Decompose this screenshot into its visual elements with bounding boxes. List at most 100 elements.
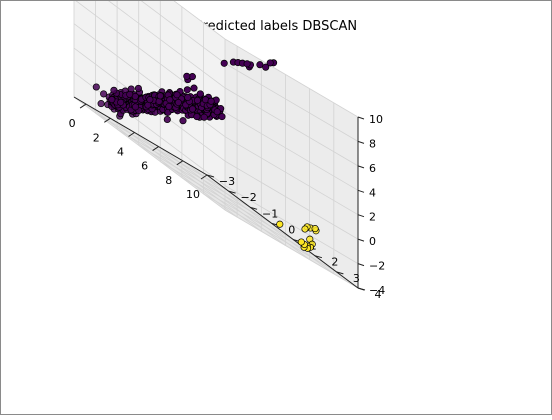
scatter-point-cluster-0 [117,98,125,106]
scatter-point-cluster-0 [174,98,182,107]
scatter-point-cluster-0 [156,92,164,100]
x-tick-label: 0 [69,117,76,130]
y-tick-mark [314,255,323,259]
scatter-point-cluster-0 [190,84,198,92]
x-tick-mark [79,103,87,109]
grid-line-z-back [224,160,359,240]
scatter-point-cluster-0 [193,96,202,104]
grid-line-z-back [224,63,359,142]
scatter-point-cluster-1 [297,238,305,246]
y-tick-mark [206,174,215,178]
scatter-point-cluster-0 [256,61,264,69]
grid-line-x-floor [110,117,262,232]
y-tick-mark [336,271,344,275]
z-tick-label: −4 [369,284,385,297]
x-tick-label: 2 [93,131,100,144]
x-tick-label: 6 [141,160,148,173]
scatter-point-cluster-0 [100,90,108,98]
scatter-point-cluster-0 [97,100,105,108]
z-tick-mark [357,116,365,120]
grid-line-z-back [224,111,359,191]
z-tick-mark [357,165,365,169]
z-tick-label: 2 [369,211,376,224]
scatter-points [92,58,320,252]
scatter-point-cluster-1 [301,225,309,233]
grid-line-y-floor [95,112,229,192]
grid-line-z-back [224,87,359,167]
scatter-point-cluster-0 [92,83,100,91]
x-tick-label: 8 [165,174,172,187]
grid-line-y-floor [138,145,272,224]
grid-line-y-floor [116,128,251,208]
grid-line-z-back [224,38,359,118]
x-tick-mark [152,146,159,152]
grid-line-z-left [73,96,226,211]
y-tick-mark [249,206,258,210]
scatter-point-cluster-0 [134,84,142,92]
z-tick-mark [357,214,365,218]
grid-line-z-left [172,0,226,40]
y-tick-label: −2 [240,191,256,204]
z-tick-label: 4 [369,186,376,199]
x-tick-label: 10 [186,188,200,201]
scatter-point-cluster-0 [146,96,154,104]
grid-line-y-floor [160,161,294,240]
z-tick-mark [357,287,365,291]
scatter-point-cluster-0 [193,113,201,121]
scatter-point-cluster-0 [131,103,140,111]
grid-line-z-back [224,185,359,264]
y-tick-label: 3 [353,272,360,285]
grid-line-z-left [73,72,226,186]
scatter-point-cluster-0 [266,59,274,67]
scatter-point-cluster-0 [196,90,204,98]
scatter-point-cluster-0 [110,86,118,94]
scatter-point-cluster-1 [311,225,319,233]
z-tick-mark [357,189,365,193]
scatter-point-cluster-0 [183,72,191,80]
grid-line-x-floor [158,146,310,260]
x-tick-mark [200,174,208,180]
grid-line-x-floor [182,160,335,275]
grid-line-z-left [106,0,226,89]
x-axis-line [73,96,208,176]
chart-title: Predicted labels DBSCAN [195,19,357,34]
grid-line-z-left [139,0,226,64]
scatter-point-cluster-0 [108,96,116,104]
scatter-point-cluster-0 [207,97,215,105]
scatter-point-cluster-0 [243,60,251,68]
grid-line-y-floor [181,177,316,257]
x-tick-mark [104,117,111,123]
scatter-point-cluster-0 [183,86,191,94]
scatter-point-cluster-1 [276,220,284,228]
y-tick-label: 2 [331,256,338,269]
grid-line-y-floor [203,193,337,273]
x-tick-mark [176,160,184,166]
z-tick-mark [357,263,365,267]
scatter-point-cluster-0 [262,63,270,71]
grid-line-x-floor [85,103,238,218]
y-tick-label: 4 [375,288,382,301]
scatter-point-cluster-0 [173,91,181,99]
scatter-point-cluster-0 [218,113,226,121]
z-tick-label: 10 [369,113,383,126]
grid-line-z-back [224,136,359,216]
z-tick-label: −2 [369,260,385,273]
scatter-point-cluster-0 [165,102,173,111]
scatter-point-cluster-0 [163,115,171,124]
grid-line-z-back [224,209,359,289]
scatter-point-cluster-0 [200,113,208,121]
axes-lines [73,96,366,291]
scatter-point-cluster-0 [220,59,228,67]
y-axis-line [206,174,359,289]
scatter-point-cluster-0 [188,105,197,113]
y-tick-label: 0 [288,223,295,236]
z-tick-label: 8 [369,137,376,150]
x-tick-label: 4 [117,146,124,159]
scatter-point-cluster-0 [166,96,174,104]
scatter-point-cluster-0 [179,117,187,125]
pane-back [225,39,358,288]
scatter-point-cluster-0 [131,92,139,101]
